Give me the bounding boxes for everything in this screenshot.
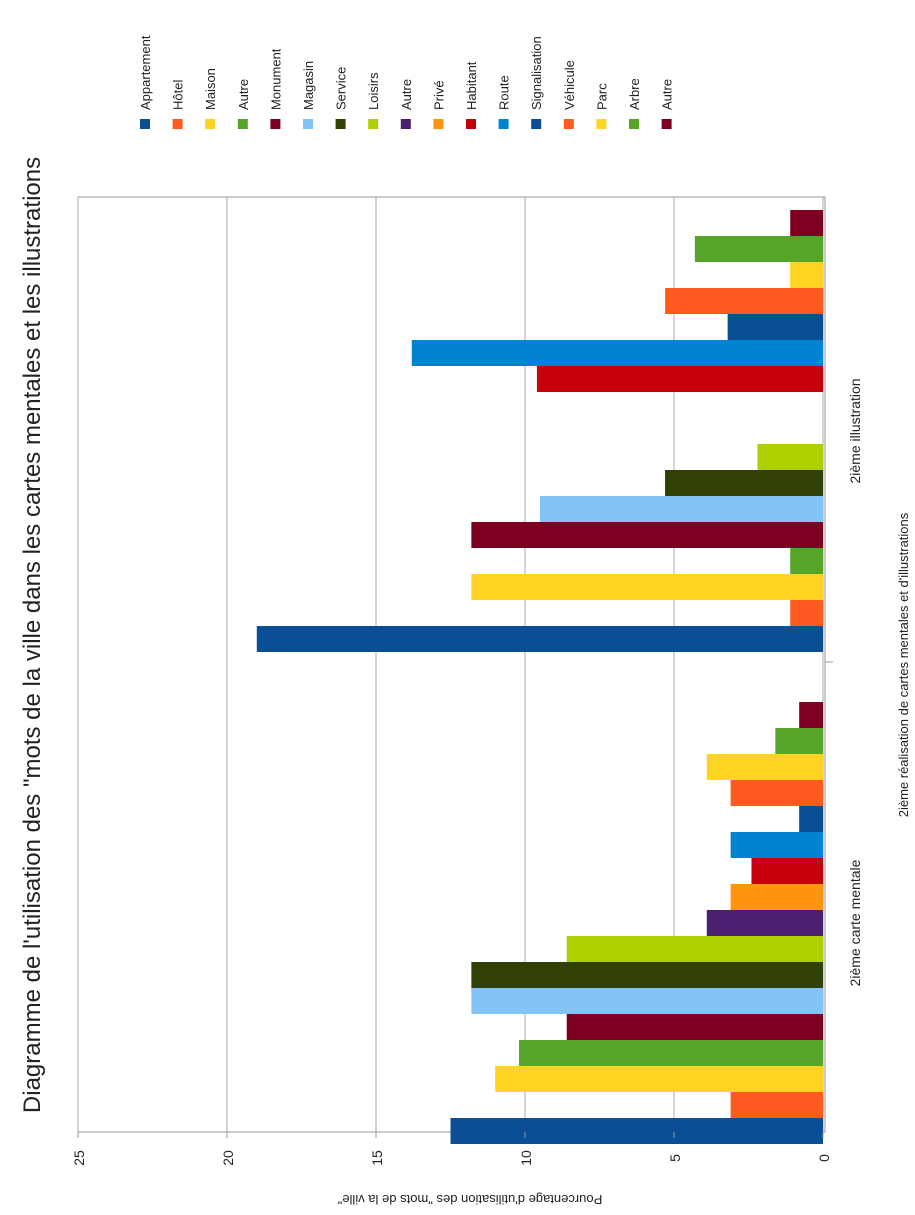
- bar: [539, 496, 823, 522]
- y-tick-label: 10: [518, 1150, 534, 1166]
- y-tick-label: 0: [816, 1154, 832, 1162]
- bar: [411, 340, 823, 366]
- legend-label: Appartement: [138, 35, 153, 110]
- legend-swatch: [237, 119, 248, 129]
- bar: [471, 574, 823, 600]
- y-tick-label: 25: [71, 1150, 87, 1166]
- legend-label: Autre: [236, 79, 251, 110]
- bar: [730, 1092, 823, 1118]
- legend-swatch: [531, 119, 542, 129]
- legend-swatch: [205, 119, 216, 129]
- legend-label: Maison: [203, 68, 218, 110]
- legend-swatch: [466, 119, 476, 129]
- bar: [775, 728, 823, 754]
- chart-title: Diagramme de l'utilisation des "mots de …: [19, 157, 46, 1113]
- bar: [790, 548, 823, 574]
- bar: [471, 962, 823, 988]
- y-axis-title: Pourcentage d'utilisation des "mots de l…: [337, 1192, 602, 1207]
- legend-label: Habitant: [464, 61, 479, 110]
- bar: [730, 884, 823, 910]
- bar: [706, 754, 823, 780]
- bar: [790, 600, 823, 626]
- bar: [790, 262, 823, 288]
- legend-label: Route: [497, 75, 512, 110]
- legend-swatch: [563, 119, 574, 129]
- bar: [730, 832, 823, 858]
- bar: [471, 988, 823, 1014]
- bar: [751, 858, 823, 884]
- x-axis-title: 2ième réalisation de cartes mentales et …: [896, 512, 911, 817]
- legend-swatch: [140, 119, 150, 129]
- legend-label: Monument: [268, 48, 283, 110]
- y-axis-ticks: 0 5 10 15 20 25: [71, 1132, 832, 1166]
- legend-label: Autre: [660, 79, 675, 110]
- legend-label: Magasin: [301, 61, 316, 110]
- bar: [790, 210, 823, 236]
- bar: [730, 780, 823, 806]
- legend-label: Loisirs: [366, 72, 381, 110]
- y-tick-label: 20: [220, 1150, 236, 1166]
- legend-label: Autre: [399, 79, 414, 110]
- legend-swatch: [498, 119, 509, 129]
- legend-swatch: [368, 119, 379, 129]
- legend-swatch: [433, 119, 444, 129]
- bar: [727, 314, 823, 340]
- legend-label: Privé: [431, 80, 446, 110]
- bar: [471, 522, 823, 548]
- group-label: 2ième carte mentale: [847, 859, 863, 986]
- legend-swatch: [400, 119, 411, 129]
- legend-label: Hôtel: [171, 80, 186, 110]
- bar: [665, 288, 823, 314]
- legend-label: Arbre: [627, 78, 642, 110]
- bar: [519, 1040, 823, 1066]
- legend-swatch: [172, 119, 183, 129]
- bar: [495, 1066, 823, 1092]
- bar: [450, 1118, 823, 1144]
- legend-swatch: [335, 119, 346, 129]
- bar: [694, 236, 823, 262]
- bar: [566, 1014, 823, 1040]
- legend-swatch: [661, 119, 672, 129]
- legend-label: Parc: [594, 83, 609, 110]
- bar: [256, 626, 823, 652]
- legend-swatch: [596, 119, 607, 129]
- y-tick-label: 15: [369, 1150, 385, 1166]
- legend-label: Service: [334, 67, 349, 110]
- bar: [799, 806, 823, 832]
- y-tick-label: 5: [667, 1154, 683, 1162]
- bar: [757, 444, 823, 470]
- legend-swatch: [303, 119, 313, 129]
- x-axis-groups: 2ième carte mentale 2ième illustration: [825, 378, 863, 986]
- legend-swatch: [629, 119, 639, 129]
- legend-swatch: [270, 119, 281, 129]
- group-label: 2ième illustration: [847, 378, 863, 483]
- bars: [256, 210, 823, 1144]
- legend-label: Signalisation: [529, 36, 544, 110]
- bar: [536, 366, 823, 392]
- bar: [566, 936, 823, 962]
- legend-label: Véhicule: [562, 60, 577, 110]
- bar: [665, 470, 823, 496]
- bar: [706, 910, 823, 936]
- bar: [799, 702, 823, 728]
- legend: Appartement Hôtel Maison Autre Monument Magas…: [138, 35, 675, 129]
